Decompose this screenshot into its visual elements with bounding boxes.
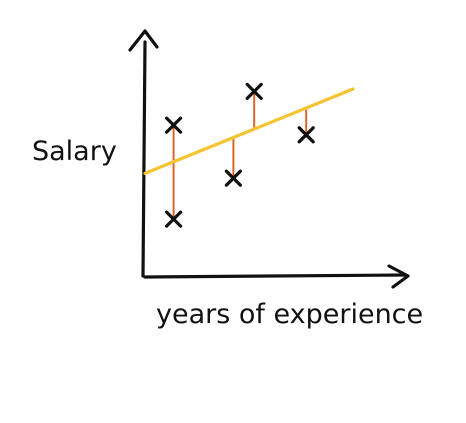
axes — [128, 29, 410, 289]
y-axis-arrowhead — [128, 29, 159, 52]
residual-lines — [172, 90, 308, 221]
x-axis — [143, 273, 407, 279]
data-points — [165, 82, 315, 228]
regression-line-group — [143, 87, 355, 175]
data-point-stroke — [165, 116, 183, 134]
data-point-stroke — [245, 82, 263, 101]
data-point-stroke — [165, 210, 183, 228]
data-point — [165, 210, 183, 228]
y-axis-label: Salary — [32, 136, 117, 167]
data-point — [245, 82, 263, 101]
data-point-stroke — [224, 169, 242, 187]
y-axis — [141, 40, 147, 278]
regression-line — [143, 87, 355, 175]
data-point — [224, 169, 242, 187]
x-axis-label: years of experience — [156, 299, 423, 330]
x-axis-arrowhead — [387, 264, 410, 289]
data-point — [165, 116, 183, 134]
data-point — [297, 126, 315, 144]
data-point-stroke — [297, 126, 315, 144]
